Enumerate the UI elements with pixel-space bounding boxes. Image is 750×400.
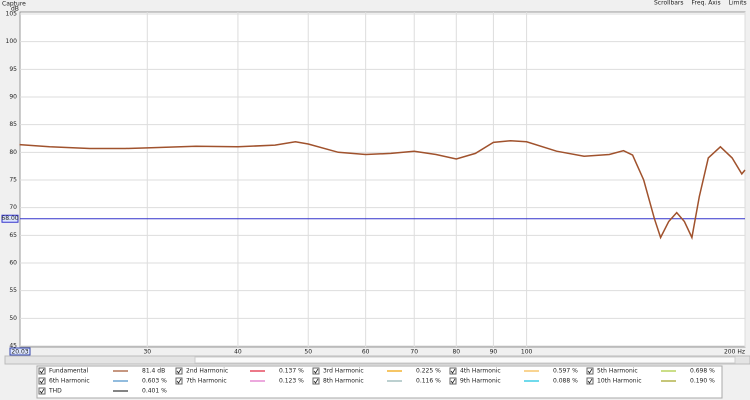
plot: 105 100 95 90 85 80 75 70 65 60 55 50 45 30 40 50 60 70 80… (1, 11, 746, 356)
legend-checkbox[interactable] (312, 377, 320, 385)
y-axis-label: dB (11, 6, 19, 13)
toolbar-button[interactable]: Limits (729, 0, 747, 7)
legend-check (176, 368, 182, 374)
legend-label: Fundamental (49, 368, 89, 375)
legend-checkbox[interactable] (38, 367, 46, 375)
x-tick-label: 90 (490, 349, 498, 356)
legend-checkbox[interactable] (586, 367, 594, 375)
legend-reading: 0.190 % (690, 378, 715, 385)
legend-panel (36, 365, 723, 399)
y-tick-label: 85 (9, 121, 17, 128)
y-tick-label: 60 (9, 260, 17, 267)
legend-check (587, 368, 593, 374)
x-tick-label: 200 Hz (724, 349, 745, 356)
legend-check (39, 388, 45, 394)
legend-checkbox[interactable] (449, 377, 457, 385)
legend-check (587, 378, 593, 384)
scroll-thumb[interactable] (194, 356, 736, 364)
legend-check (450, 378, 456, 384)
x-start-box (9, 347, 31, 356)
legend-checkbox[interactable] (449, 367, 457, 375)
legend-label: 9th Harmonic (460, 378, 501, 385)
legend-reading: 0.088 % (553, 378, 578, 385)
y-tick-label: 100 (6, 38, 18, 45)
legend-reading: 0.597 % (553, 368, 578, 375)
legend-label: 8th Harmonic (323, 378, 364, 385)
legend-label: 5th Harmonic (597, 368, 638, 375)
legend-check (313, 368, 319, 374)
legend-reading: 0.225 % (416, 368, 441, 375)
x-tick-label: 30 (143, 349, 151, 356)
y-tick-label: 105 (6, 11, 18, 18)
legend-label: 2nd Harmonic (186, 368, 228, 375)
legend-checkbox[interactable] (175, 367, 183, 375)
marker-box (1, 214, 19, 223)
legend-check (39, 368, 45, 374)
y-tick-label: 75 (9, 177, 17, 184)
legend-reading: 0.116 % (416, 378, 441, 385)
legend-label: THD (48, 388, 62, 395)
legend-checkbox[interactable] (175, 377, 183, 385)
legend-label: 7th Harmonic (186, 378, 227, 385)
y-tick-label: 90 (9, 94, 17, 101)
fundamental-line (19, 139, 746, 240)
y-tick-label: 95 (9, 66, 17, 73)
legend-check (313, 378, 319, 384)
marker-label: 68.00 (1, 215, 18, 222)
legend-label: 6th Harmonic (49, 378, 90, 385)
legend-label: 3rd Harmonic (323, 368, 364, 375)
y-tick-label: 65 (9, 232, 17, 239)
y-tick-label: 55 (9, 287, 17, 294)
x-tick-label: 100 (521, 349, 533, 356)
legend-reading: 81.4 dB (142, 368, 165, 375)
legend-reading: 0.137 % (279, 368, 304, 375)
x-tick-label: 40 (234, 349, 242, 356)
y-tick-label: 70 (9, 204, 17, 211)
legend-label: 4th Harmonic (460, 368, 501, 375)
legend-check (450, 368, 456, 374)
legend-check (176, 378, 182, 384)
window-title: Capture (2, 1, 26, 8)
legend-reading: 0.123 % (279, 378, 304, 385)
y-tick-label: 50 (9, 315, 17, 322)
legend-checkbox[interactable] (38, 377, 46, 385)
toolbar-button[interactable]: Scrollbars (654, 0, 684, 7)
legend-check (39, 378, 45, 384)
x-tick-label: 60 (362, 349, 370, 356)
x-tick-label: 80 (452, 349, 460, 356)
x-start-label: 20.03 (11, 349, 28, 356)
toolbar-button[interactable]: Freq. Axis (692, 0, 721, 7)
x-tick-label: 70 (410, 349, 418, 356)
x-tick-label: 50 (304, 349, 312, 356)
y-tick-label: 80 (9, 149, 17, 156)
legend-checkbox[interactable] (586, 377, 594, 385)
legend: Fundamental 81.4 dB 2nd Harmonic 0.137 % 3rd… (38, 367, 715, 395)
legend-reading: 0.603 % (142, 378, 167, 385)
legend-reading: 0.698 % (690, 368, 715, 375)
legend-label: 10th Harmonic (597, 378, 642, 385)
legend-checkbox[interactable] (312, 367, 320, 375)
legend-reading: 0.401 % (142, 388, 167, 395)
legend-checkbox[interactable] (38, 387, 46, 395)
y-tick-label: 45 (9, 343, 17, 350)
